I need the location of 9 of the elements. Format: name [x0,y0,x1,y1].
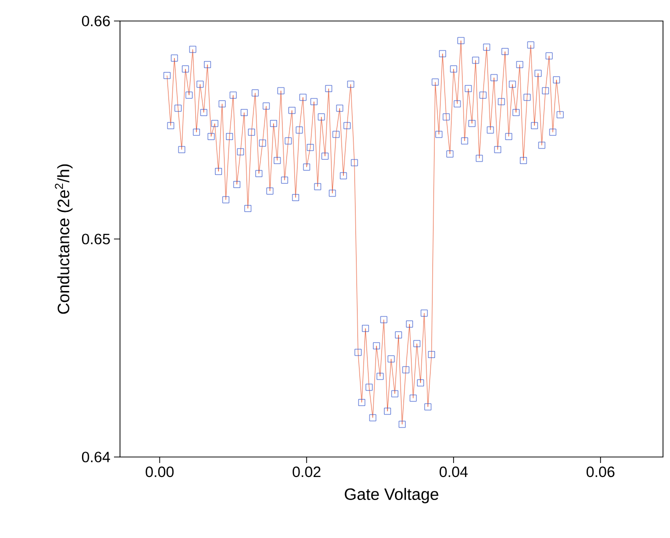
y-axis-title: Conductance (2e$^{2}$/h) [54,164,73,314]
x-tick-label: 0.06 [586,466,614,478]
y-tick-label: 0.66 [82,16,110,26]
x-tick-label: 0.02 [292,466,320,478]
y-tick-label: 0.64 [82,452,110,462]
y-tick-label: 0.65 [82,234,110,244]
x-tick-label: 0.04 [440,466,468,478]
x-axis-title: Gate Voltage [344,488,438,504]
x-tick-label: 0.00 [146,466,174,478]
